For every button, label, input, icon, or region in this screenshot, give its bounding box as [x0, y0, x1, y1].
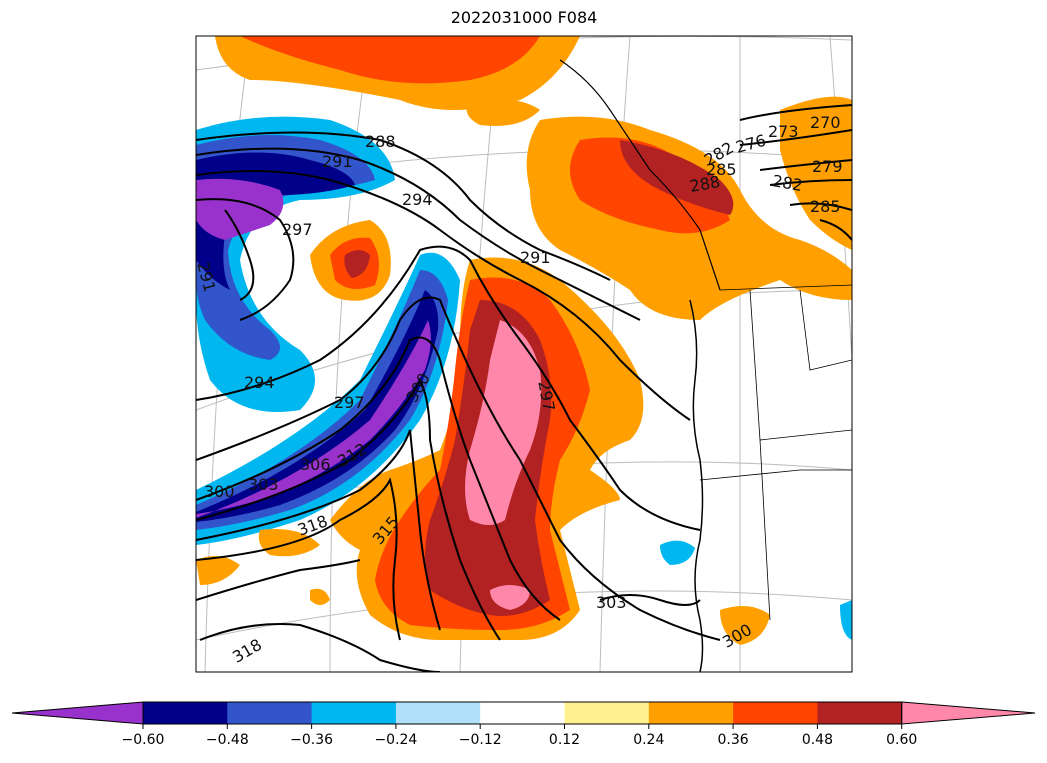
- map-plot: 288 291 294 297 291 291 294 297 300 306 …: [193, 35, 853, 673]
- colorbar-tick-label: 0.60: [886, 732, 917, 748]
- contour-label: 285: [810, 197, 841, 216]
- colorbar-segment: [311, 702, 397, 724]
- colorbar-segment: [733, 702, 818, 724]
- colorbar-ticks: −0.60 −0.48 −0.36 −0.24 −0.12 0.12 0.24 0.36 0.4…: [122, 724, 917, 748]
- colorbar-segment: [817, 702, 903, 724]
- colorbar-segment: [648, 702, 734, 724]
- colorbar-tick-label: −0.60: [122, 732, 165, 748]
- precip-island: [310, 220, 391, 301]
- contour-label: 297: [334, 393, 365, 412]
- map-content: 288 291 294 297 291 291 294 297 300 306 …: [193, 36, 852, 672]
- contour-label: 273: [768, 122, 799, 141]
- contour-label: 288: [365, 132, 396, 151]
- precip-northwest-blue: [196, 116, 395, 413]
- colorbar: −0.60 −0.48 −0.36 −0.24 −0.12 0.12 0.24 0.36 0.4…: [11, 701, 1036, 748]
- contour-label: 303: [596, 593, 627, 612]
- contour-label: 285: [706, 160, 737, 179]
- colorbar-tick-label: 0.48: [802, 732, 833, 748]
- figure-title: 2022031000 F084: [450, 8, 598, 27]
- contour-label: 291: [520, 248, 551, 267]
- contour-label: 297: [282, 220, 313, 239]
- boundaries: [559, 59, 852, 672]
- colorbar-segment: [143, 702, 228, 724]
- colorbar-tick-label: 0.24: [633, 732, 664, 748]
- colorbar-tick-label: −0.48: [206, 732, 249, 748]
- contour-label: 270: [810, 113, 841, 132]
- contour-label: 291: [322, 152, 353, 171]
- contour-label: 300: [204, 482, 235, 501]
- colorbar-segment: [11, 701, 144, 725]
- colorbar-segment: [395, 702, 481, 724]
- colorbar-segments: [11, 701, 1036, 725]
- precip-small-features: [196, 529, 852, 645]
- colorbar-tick-label: 0.36: [718, 732, 749, 748]
- colorbar-segment: [901, 701, 1036, 725]
- precip-central-plume: [330, 257, 644, 640]
- colorbar-tick-label: 0.12: [549, 732, 580, 748]
- colorbar-tick-label: −0.36: [290, 732, 333, 748]
- contour-label: 294: [402, 190, 433, 209]
- contour-lines: [196, 104, 852, 672]
- colorbar-segment: [564, 702, 650, 724]
- contour-label: 306: [300, 455, 331, 474]
- colorbar-tick-label: −0.12: [459, 732, 502, 748]
- contour-label: 291: [193, 260, 219, 294]
- precip-southwest-blue: [196, 252, 460, 545]
- colorbar-segment: [480, 702, 565, 724]
- colorbar-segment: [227, 702, 313, 724]
- contour-label: 279: [812, 157, 843, 176]
- precip-north-band: [215, 36, 852, 321]
- colorbar-frame: [142, 701, 903, 725]
- contour-label: 303: [248, 475, 279, 494]
- map-frame: [195, 35, 853, 673]
- colorbar-tick-label: −0.24: [374, 732, 417, 748]
- contour-label: 294: [244, 373, 275, 392]
